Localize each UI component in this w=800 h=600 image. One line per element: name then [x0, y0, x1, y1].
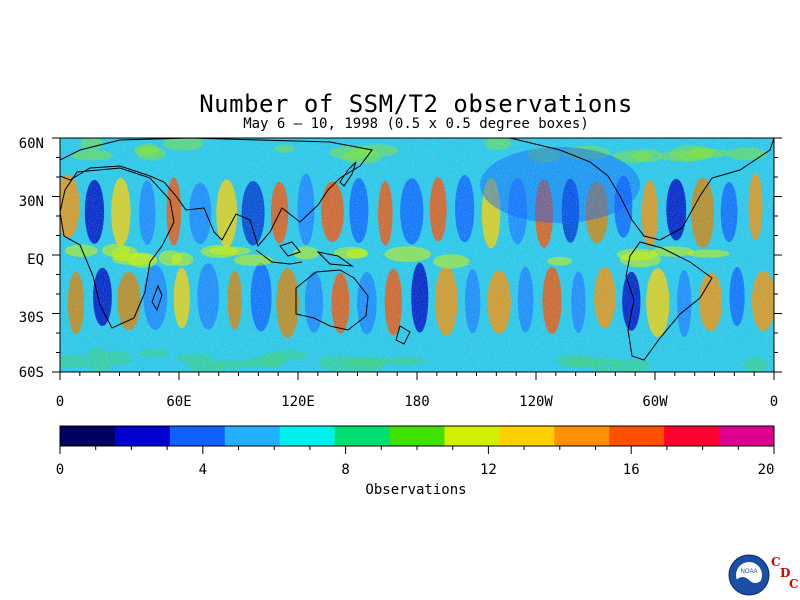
noise-speckle — [60, 138, 774, 372]
colorbar-tick-label-4: 4 — [199, 462, 207, 478]
map-field — [60, 138, 800, 372]
colorbar-swatch — [334, 426, 391, 446]
colorbar-tick-label-16: 16 — [623, 462, 640, 478]
lon-label-60w: 60W — [642, 394, 668, 410]
australia-outline — [295, 269, 369, 331]
noaa-logo-text: NOAA — [740, 569, 757, 575]
colorbar-swatch — [719, 426, 775, 446]
colorbar-swatch — [169, 426, 226, 446]
lon-label-60e: 60E — [166, 394, 191, 410]
plot-title: Number of SSM/T2 observations — [199, 90, 633, 118]
lon-label-180: 180 — [404, 394, 429, 410]
noaa-logo: NOAA — [728, 554, 770, 596]
lat-label-eq: EQ — [27, 252, 44, 268]
cdc-letter-3: C — [789, 577, 799, 591]
new-zealand-outline — [395, 325, 411, 345]
colorbar-swatch — [389, 426, 445, 446]
eurasia-outline — [60, 138, 373, 248]
south-america-outline — [625, 241, 713, 361]
lon-label-120e: 120E — [281, 394, 315, 410]
colorbar-swatch — [444, 426, 500, 446]
map-ticks — [52, 137, 782, 380]
madagascar-outline — [151, 284, 163, 312]
colorbar-tick-label-0: 0 — [56, 462, 64, 478]
colorbar — [60, 426, 775, 446]
cdc-letter-1: C — [771, 555, 781, 569]
lat-label-60n: 60N — [19, 136, 44, 152]
colorbar-label: Observations — [365, 482, 467, 498]
colorbar-swatch — [60, 426, 116, 446]
colorbar-swatch — [664, 426, 720, 446]
north-america-outline — [509, 138, 774, 241]
colorbar-swatch — [114, 426, 171, 446]
colorbar-tick-label-12: 12 — [480, 462, 497, 478]
africa-outline — [60, 167, 175, 329]
lat-label-30n: 30N — [19, 194, 44, 210]
colorbar-swatch — [499, 426, 555, 446]
low-count-band — [780, 267, 800, 328]
colorbar-swatch — [279, 426, 336, 446]
colorbar-tick-label-8: 8 — [341, 462, 349, 478]
lon-label-0: 0 — [56, 394, 64, 410]
coastlines — [60, 138, 774, 361]
lon-label-120w: 120W — [519, 394, 553, 410]
colorbar-tick-label-20: 20 — [758, 462, 775, 478]
cdc-letter-2: D — [780, 566, 791, 580]
colorbar-swatch — [224, 426, 281, 446]
lat-label-30s: 30S — [19, 310, 44, 326]
lon-label-0-east: 0 — [770, 394, 778, 410]
colorbar-swatch — [609, 426, 665, 446]
colorbar-swatch — [554, 426, 610, 446]
colorbar-ticks — [59, 446, 775, 454]
japan-outline — [339, 161, 357, 187]
plot-subtitle: May 6 – 10, 1998 (0.5 x 0.5 degree boxes… — [243, 116, 589, 132]
lat-label-60s: 60S — [19, 365, 44, 381]
indonesia-outline — [255, 241, 354, 267]
